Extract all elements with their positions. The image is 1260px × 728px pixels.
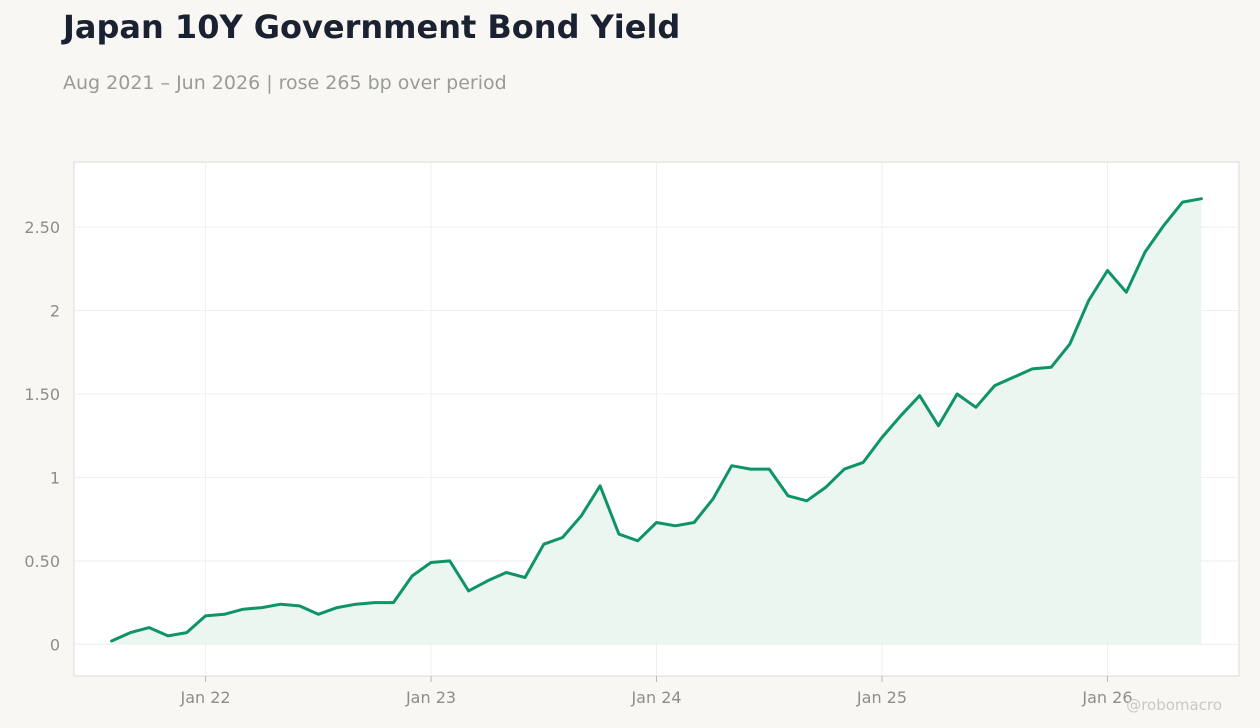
y-tick-label: 2 [50, 302, 60, 321]
chart-subtitle: Aug 2021 – Jun 2026 | rose 265 bp over p… [63, 72, 507, 94]
watermark: @robomacro [1126, 696, 1222, 714]
y-tick-label: 1 [50, 468, 60, 487]
x-tick-label: Jan 23 [405, 688, 456, 707]
series-line [110, 197, 1203, 643]
y-tick-label: 1.50 [24, 385, 60, 404]
y-tick-label: 0.50 [24, 552, 60, 571]
chart-title: Japan 10Y Government Bond Yield [63, 8, 681, 46]
x-tick-label: Jan 24 [630, 688, 681, 707]
area-fill [111, 198, 1202, 645]
y-axis: 0 0.50 1 1.50 2 2.50 [24, 218, 60, 654]
x-tick-label: Jan 26 [1081, 688, 1132, 707]
y-tick-label: 2.50 [24, 218, 60, 237]
x-tick-label: Jan 25 [856, 688, 907, 707]
x-axis: Jan 22 Jan 23 Jan 24 Jan 25 Jan 26 [179, 676, 1133, 707]
y-tick-label: 0 [50, 635, 60, 654]
x-tick-label: Jan 22 [179, 688, 230, 707]
